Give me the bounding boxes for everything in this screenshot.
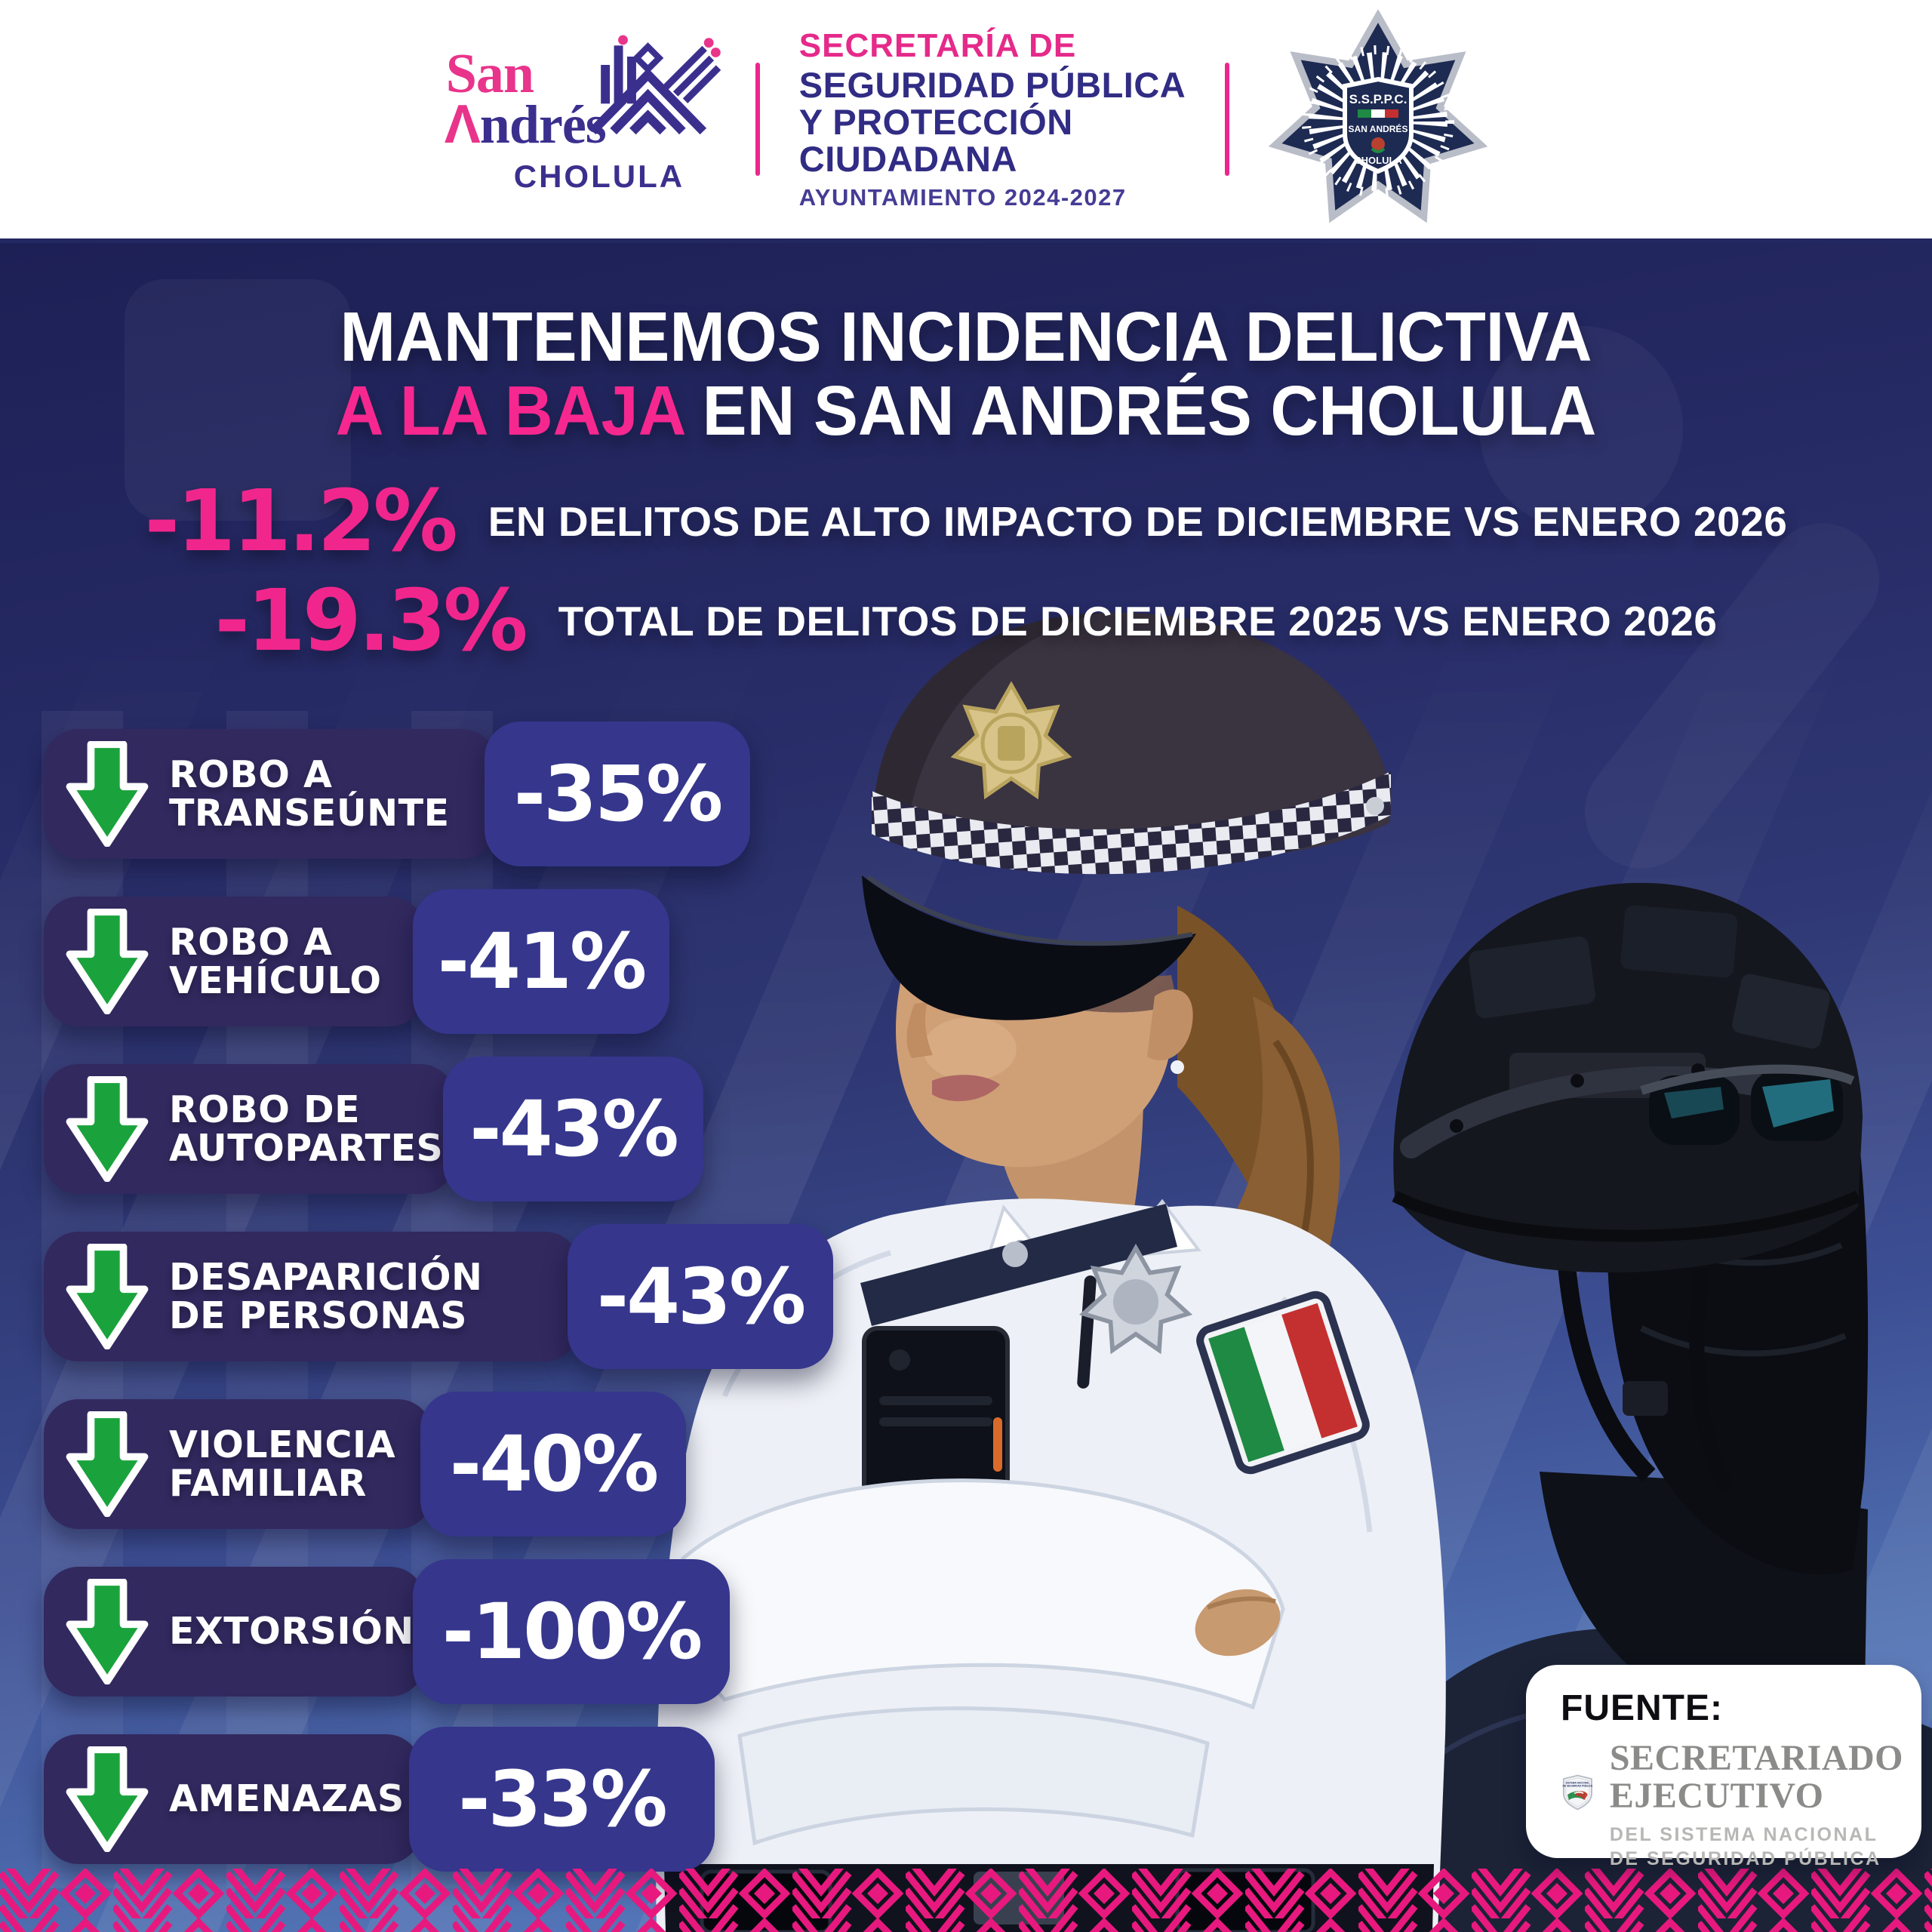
header: San Λndrés CHOLULA SECRETARÍA DE SEGURID… — [0, 0, 1932, 243]
crime-pct-box: -100% — [413, 1559, 730, 1704]
crime-pct-box: -43% — [568, 1224, 833, 1369]
source-org-line2: EJECUTIVO — [1609, 1775, 1824, 1816]
badge-municipality: SAN ANDRÉS — [1349, 123, 1408, 134]
crime-pct: -40% — [449, 1419, 659, 1509]
logo-word-andres: Λndrés — [444, 94, 607, 155]
stat-value: -19.3% — [214, 572, 528, 670]
shield-text-line2: DE SEGURIDAD PÚBLICA — [1563, 1784, 1593, 1788]
crime-pct-box: -33% — [409, 1727, 715, 1872]
secretariat-name-line2: Y PROTECCIÓN — [798, 102, 1073, 143]
crime-label: EXTORSIÓN — [169, 1610, 414, 1654]
shield-text-line1: SISTEMA NACIONAL — [1566, 1781, 1590, 1784]
aztec-pattern-band — [0, 1869, 1932, 1932]
stat-row-high-impact: -11.2% EN DELITOS DE ALTO IMPACTO DE DIC… — [0, 472, 1932, 571]
crime-label: ROBO DE AUTOPARTES — [169, 1088, 444, 1170]
crime-label-box: ROBO DE AUTOPARTES — [44, 1064, 455, 1194]
main-title: MANTENEMOS INCIDENCIA DELICTIVA A LA BAJ… — [48, 300, 1884, 448]
secretariat-name-line1: SEGURIDAD PÚBLICA — [798, 65, 1186, 106]
source-org-sub: DEL SISTEMA NACIONAL DE SEGURIDAD PÚBLIC… — [1609, 1823, 1881, 1870]
san-andres-cholula-logo: San Λndrés CHOLULA — [444, 21, 721, 217]
header-divider — [1225, 63, 1230, 176]
logo-word-cholula: CHOLULA — [513, 158, 685, 194]
crime-pct: -43% — [596, 1251, 806, 1342]
stat-row-total-crimes: -19.3% TOTAL DE DELITOS DE DICIEMBRE 202… — [0, 572, 1932, 670]
crime-pct-box: -41% — [413, 889, 669, 1034]
crime-pct: -41% — [437, 916, 647, 1007]
crime-label: DESAPARICIÓN DE PERSONAS — [169, 1255, 483, 1337]
crime-label-box: EXTORSIÓN — [44, 1567, 425, 1697]
title-line2: A LA BAJA EN SAN ANDRÉS CHOLULA — [335, 371, 1597, 450]
crime-label: VIOLENCIA FAMILIAR — [169, 1423, 396, 1505]
secretariat-term: AYUNTAMIENTO 2024-2027 — [798, 184, 1127, 211]
crime-label-box: DESAPARICIÓN DE PERSONAS — [44, 1232, 580, 1361]
secretariat-block: SECRETARÍA DE SEGURIDAD PÚBLICA Y PROTEC… — [798, 26, 1186, 211]
crime-pct-box: -35% — [485, 721, 750, 866]
stat-value: -11.2% — [144, 472, 458, 571]
secretariat-name-line3: CIUDADANA — [798, 139, 1017, 180]
badge-acronym: S.S.P.P.C. — [1349, 92, 1407, 106]
crime-label-box: ROBO A VEHÍCULO — [44, 897, 425, 1026]
decrease-arrow-icon — [66, 1411, 149, 1517]
stat-label: EN DELITOS DE ALTO IMPACTO DE DICIEMBRE … — [488, 498, 1788, 545]
decrease-arrow-icon — [66, 1746, 149, 1852]
decrease-arrow-icon — [66, 741, 149, 847]
secretariat-eyebrow: SECRETARÍA DE — [798, 26, 1077, 64]
crime-pct: -100% — [441, 1586, 703, 1677]
crime-label: ROBO A VEHÍCULO — [169, 920, 382, 1002]
police-badge-icon: S.S.P.P.C. SAN ANDRÉS CHOLULA — [1269, 10, 1488, 223]
logo-letter-a: Λ — [444, 94, 481, 155]
badge-city: CHOLULA — [1354, 155, 1402, 166]
rounded-watermark — [125, 279, 351, 521]
crime-pct-box: -43% — [443, 1057, 703, 1201]
title-line1: MANTENEMOS INCIDENCIA DELICTIVA — [340, 297, 1592, 376]
crime-pct: -35% — [513, 749, 723, 839]
crime-label-box: AMENAZAS — [44, 1734, 421, 1864]
header-divider — [755, 63, 760, 176]
crime-pct: -33% — [458, 1754, 667, 1844]
crime-pct: -43% — [469, 1084, 678, 1174]
decrease-arrow-icon — [66, 1579, 149, 1684]
snsp-shield-icon: SISTEMA NACIONAL DE SEGURIDAD PÚBLICA — [1563, 1774, 1593, 1810]
decrease-arrow-icon — [66, 909, 149, 1014]
circle-watermark — [1479, 326, 1683, 530]
crime-label: AMENAZAS — [169, 1777, 405, 1821]
logo-word-san: San — [445, 43, 534, 105]
crime-label-box: VIOLENCIA FAMILIAR — [44, 1399, 432, 1529]
pyramid-motif-icon — [589, 35, 721, 135]
title-accent: A LA BAJA — [335, 371, 685, 450]
crime-pct-box: -40% — [420, 1392, 686, 1537]
source-heading: FUENTE: — [1561, 1688, 1723, 1728]
crime-label: ROBO A TRANSEÚNTE — [169, 752, 450, 835]
source-card: FUENTE: SISTEMA NACIONAL DE SEGURIDAD PÚ… — [1526, 1665, 1921, 1869]
decrease-arrow-icon — [66, 1244, 149, 1349]
crime-label-box: ROBO A TRANSEÚNTE — [44, 729, 497, 859]
stat-label: TOTAL DE DELITOS DE DICIEMBRE 2025 VS EN… — [558, 598, 1718, 645]
source-org-line1: SECRETARIADO — [1609, 1738, 1903, 1778]
decrease-arrow-icon — [66, 1076, 149, 1182]
